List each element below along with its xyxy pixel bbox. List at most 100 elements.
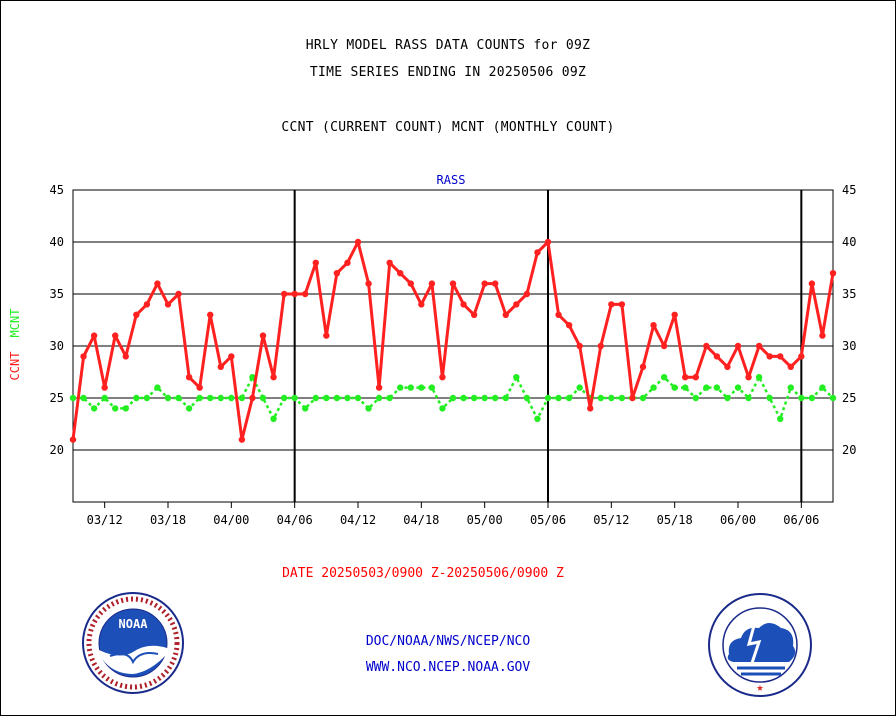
- point-mcnt-23: [312, 394, 319, 402]
- point-mcnt-71: [819, 384, 826, 391]
- y-tick-left-25: 25: [50, 391, 64, 405]
- point-mcnt-5: [122, 405, 129, 412]
- point-mcnt-4: [112, 405, 119, 412]
- point-ccnt-57: [671, 311, 678, 318]
- point-ccnt-30: [386, 259, 393, 266]
- point-mcnt-24: [323, 394, 330, 402]
- point-ccnt-41: [502, 311, 509, 318]
- point-mcnt-31: [397, 384, 404, 391]
- point-ccnt-69: [798, 353, 805, 360]
- point-mcnt-8: [154, 384, 161, 391]
- noaa-logo-text: NOAA: [119, 617, 149, 631]
- y-tick-right-25: 25: [842, 391, 856, 405]
- point-ccnt-2: [90, 332, 98, 339]
- point-ccnt-19: [270, 374, 277, 381]
- y-tick-right-20: 20: [842, 443, 856, 457]
- point-ccnt-21: [291, 290, 298, 298]
- point-ccnt-22: [302, 290, 309, 298]
- point-mcnt-57: [671, 384, 678, 391]
- point-ccnt-61: [713, 353, 721, 360]
- point-mcnt-66: [766, 394, 773, 402]
- x-tick-label-05-18: 05/18: [657, 513, 693, 527]
- point-ccnt-39: [481, 280, 488, 287]
- point-ccnt-48: [576, 342, 583, 350]
- point-mcnt-35: [439, 405, 446, 412]
- chart-header-line-3: CCNT (CURRENT COUNT) MCNT (MONTHLY COUNT…: [281, 120, 615, 135]
- point-ccnt-54: [639, 363, 647, 370]
- point-mcnt-14: [217, 394, 224, 402]
- point-mcnt-65: [755, 374, 763, 381]
- point-ccnt-29: [375, 384, 383, 391]
- point-mcnt-43: [523, 394, 531, 402]
- point-ccnt-68: [787, 363, 794, 370]
- point-ccnt-3: [101, 384, 108, 391]
- point-ccnt-24: [323, 332, 330, 339]
- y-tick-right-40: 40: [842, 235, 856, 249]
- point-ccnt-11: [185, 374, 193, 381]
- point-mcnt-55: [650, 384, 657, 391]
- x-tick-label-03-12: 03/12: [87, 513, 123, 527]
- point-ccnt-38: [470, 311, 478, 318]
- point-mcnt-42: [513, 374, 520, 381]
- point-ccnt-72: [829, 270, 837, 277]
- point-mcnt-47: [565, 394, 573, 402]
- point-mcnt-34: [428, 384, 436, 391]
- point-ccnt-8: [154, 280, 161, 287]
- point-mcnt-40: [492, 394, 499, 402]
- point-ccnt-32: [407, 280, 414, 287]
- point-ccnt-10: [175, 290, 182, 298]
- plot-area-border: [72, 189, 834, 503]
- point-mcnt-58: [682, 384, 689, 391]
- point-mcnt-45: [544, 394, 552, 402]
- point-mcnt-63: [734, 384, 742, 391]
- point-mcnt-27: [354, 394, 362, 402]
- point-mcnt-68: [787, 384, 794, 391]
- y-tick-right-45: 45: [842, 183, 856, 197]
- x-tick-label-06-00: 06/00: [720, 513, 756, 527]
- x-tick-label-05-06: 05/06: [530, 513, 566, 527]
- x-tick-label-05-00: 05/00: [467, 513, 503, 527]
- point-mcnt-18: [259, 394, 267, 402]
- point-ccnt-71: [819, 332, 826, 339]
- point-ccnt-23: [312, 259, 319, 266]
- chart-header-line-2: TIME SERIES ENDING IN 20250506 09Z: [309, 65, 587, 80]
- point-ccnt-66: [766, 353, 773, 360]
- point-mcnt-69: [798, 394, 805, 402]
- point-ccnt-37: [460, 301, 467, 308]
- point-mcnt-64: [745, 394, 752, 402]
- point-mcnt-60: [703, 384, 710, 391]
- website-link[interactable]: WWW.NCO.NCEP.NOAA.GOV: [365, 660, 531, 675]
- org-path-link[interactable]: DOC/NOAA/NWS/NCEP/NCO: [365, 634, 531, 649]
- y-tick-right-30: 30: [842, 339, 856, 353]
- point-ccnt-53: [629, 394, 636, 402]
- point-ccnt-5: [122, 353, 129, 360]
- point-ccnt-52: [618, 301, 626, 308]
- point-mcnt-26: [344, 394, 351, 402]
- point-ccnt-70: [808, 280, 816, 287]
- point-mcnt-36: [449, 394, 457, 402]
- point-mcnt-19: [270, 415, 277, 422]
- point-ccnt-31: [397, 270, 404, 277]
- point-mcnt-17: [249, 374, 256, 381]
- point-ccnt-12: [196, 384, 203, 391]
- point-ccnt-46: [555, 311, 562, 318]
- point-ccnt-67: [777, 353, 784, 360]
- point-ccnt-40: [492, 280, 499, 287]
- point-ccnt-58: [682, 374, 689, 381]
- point-ccnt-27: [354, 238, 362, 246]
- point-mcnt-70: [808, 394, 816, 402]
- point-mcnt-10: [175, 394, 182, 402]
- point-ccnt-36: [449, 280, 457, 287]
- point-ccnt-28: [365, 280, 372, 287]
- x-tick-label-04-12: 04/12: [340, 513, 376, 527]
- point-mcnt-2: [90, 405, 98, 412]
- point-mcnt-61: [713, 384, 721, 391]
- y-tick-left-20: 20: [50, 443, 64, 457]
- point-mcnt-29: [375, 394, 383, 402]
- point-mcnt-51: [608, 394, 615, 402]
- point-ccnt-64: [745, 374, 752, 381]
- point-ccnt-42: [513, 301, 520, 308]
- point-ccnt-60: [703, 342, 710, 350]
- point-ccnt-56: [660, 342, 668, 350]
- nws-logo-star: ★: [756, 680, 763, 694]
